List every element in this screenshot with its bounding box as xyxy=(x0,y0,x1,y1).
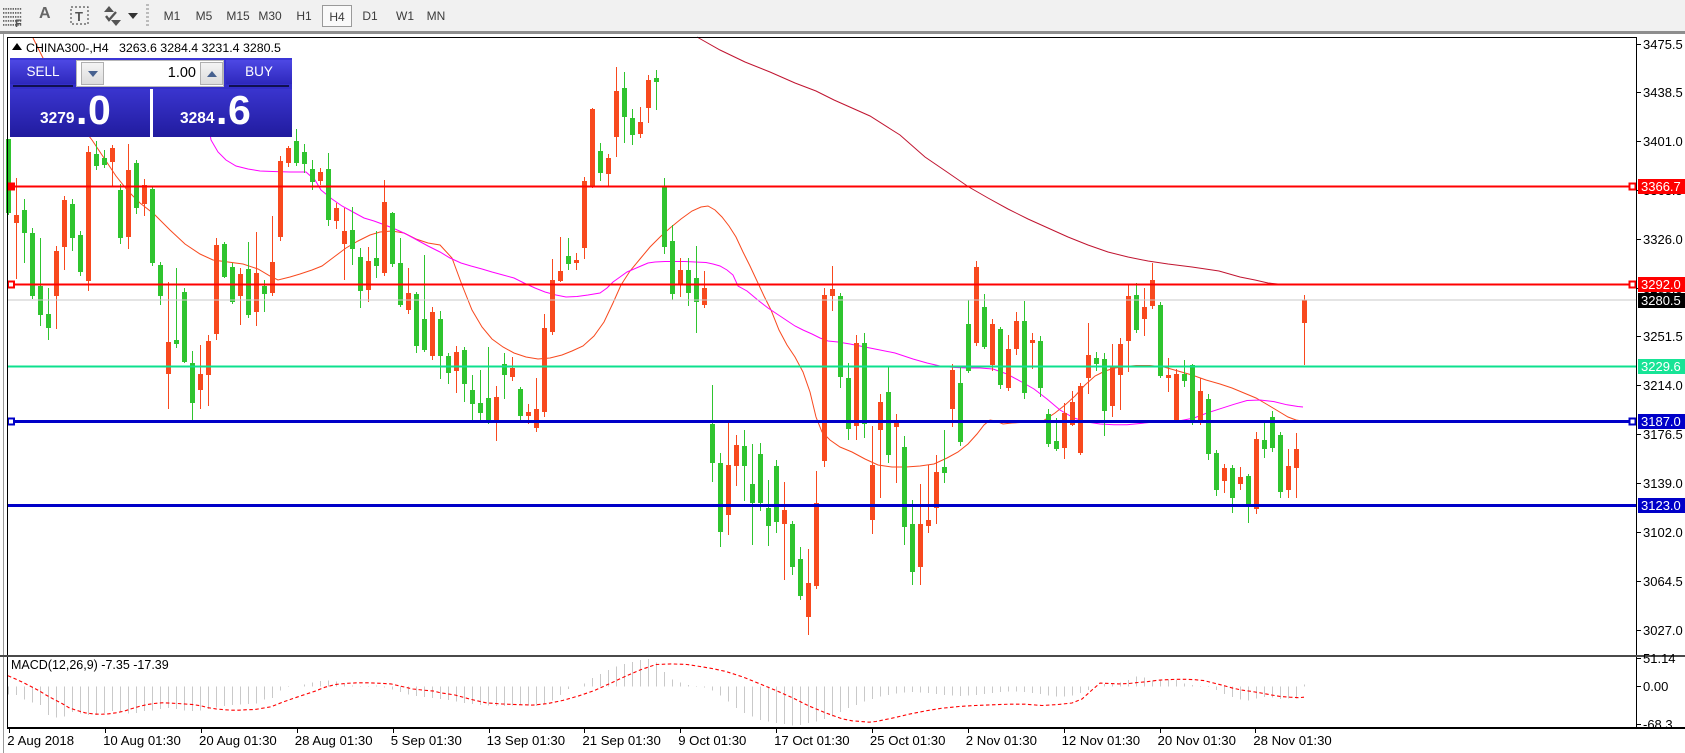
svg-text:F: F xyxy=(15,18,22,28)
svg-text:T: T xyxy=(75,9,83,24)
